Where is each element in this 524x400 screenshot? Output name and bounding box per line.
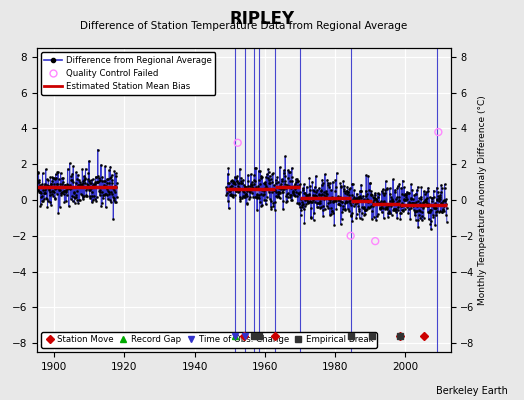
Text: Berkeley Earth: Berkeley Earth	[436, 386, 508, 396]
Point	[371, 238, 379, 244]
Title: Difference of Station Temperature Data from Regional Average: Difference of Station Temperature Data f…	[80, 20, 407, 30]
Point	[434, 129, 443, 135]
Point	[234, 140, 242, 146]
Y-axis label: Monthly Temperature Anomaly Difference (°C): Monthly Temperature Anomaly Difference (…	[477, 95, 486, 305]
Legend: Station Move, Record Gap, Time of Obs. Change, Empirical Break: Station Move, Record Gap, Time of Obs. C…	[41, 332, 377, 348]
Point	[346, 232, 355, 239]
Text: RIPLEY: RIPLEY	[230, 10, 294, 28]
